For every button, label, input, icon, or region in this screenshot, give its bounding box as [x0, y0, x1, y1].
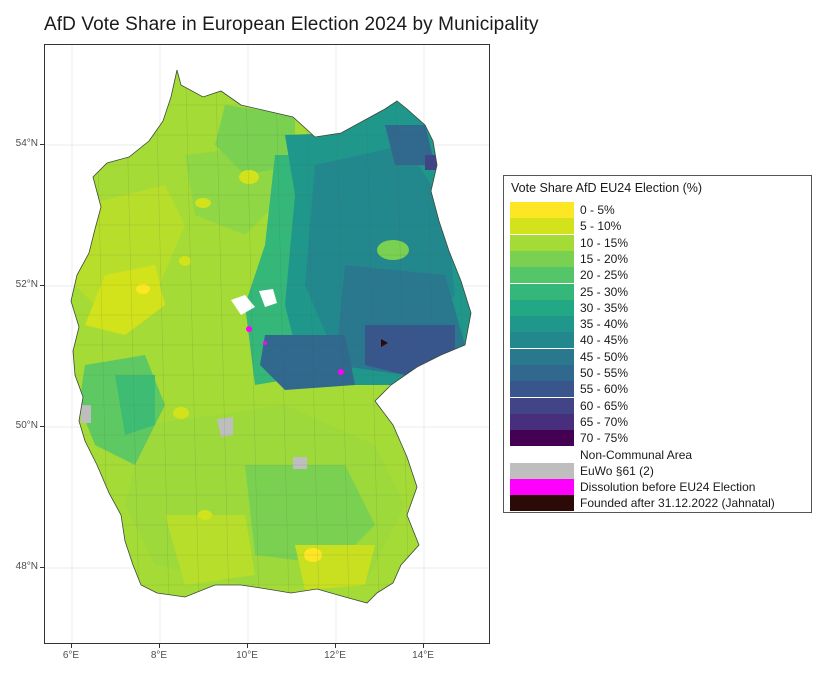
x-tick [335, 644, 336, 648]
legend-swatch [510, 202, 574, 218]
map-panel [44, 44, 490, 644]
legend-swatch [510, 413, 574, 430]
legend-label: Non-Communal Area [580, 447, 693, 462]
legend-label: 20 - 25% [580, 268, 629, 283]
germany-outline [70, 69, 472, 604]
legend-swatch [510, 479, 574, 496]
y-tick [40, 567, 44, 568]
legend-swatch [510, 316, 574, 333]
legend-swatch [510, 299, 574, 316]
legend-label: 70 - 75% [580, 431, 629, 446]
legend-swatch [510, 218, 574, 235]
legend-label: 10 - 15% [580, 235, 629, 250]
legend-label: 65 - 70% [580, 414, 629, 429]
x-tick [247, 644, 248, 648]
x-tick [423, 644, 424, 648]
legend-label: 40 - 45% [580, 333, 629, 348]
legend-swatch [510, 348, 574, 365]
legend-swatch [510, 267, 574, 284]
legend-label: 15 - 20% [580, 251, 629, 266]
legend-swatch [510, 283, 574, 300]
legend-label: 45 - 50% [580, 349, 629, 364]
y-label-54: 54°N [15, 138, 38, 149]
legend-swatch [510, 365, 574, 381]
legend-label: 60 - 65% [580, 398, 629, 413]
legend-label: 0 - 5% [580, 203, 615, 217]
x-label-12: 12°E [324, 650, 346, 661]
map-title: AfD Vote Share in European Election 2024… [44, 14, 539, 35]
legend-label: Founded after 31.12.2022 (Jahnatal) [580, 496, 775, 511]
legend-label: 55 - 60% [580, 382, 629, 397]
legend-swatch [510, 462, 574, 479]
municipality-fill [71, 70, 471, 603]
legend-swatch [510, 332, 574, 349]
y-label-50: 50°N [15, 420, 38, 431]
germany-map [45, 45, 489, 643]
legend-label: 35 - 40% [580, 317, 629, 332]
x-label-14: 14°E [412, 650, 434, 661]
legend-swatch [510, 250, 574, 267]
legend-swatch [510, 495, 574, 512]
x-tick [71, 644, 72, 648]
legend-label: 30 - 35% [580, 300, 629, 315]
legend-label: 25 - 30% [580, 284, 629, 299]
y-tick [40, 144, 44, 145]
y-tick [40, 285, 44, 286]
legend-swatch [510, 430, 574, 447]
legend-label: 5 - 10% [580, 219, 622, 234]
legend-label: Dissolution before EU24 Election [580, 480, 756, 495]
legend-swatch [510, 446, 574, 463]
legend-swatch [510, 234, 574, 251]
y-tick [40, 426, 44, 427]
x-label-8: 8°E [150, 650, 168, 661]
x-label-10: 10°E [236, 650, 258, 661]
legend-label: EuWo §61 (2) [580, 463, 654, 478]
legend-swatch [510, 381, 574, 398]
legend: Vote Share AfD EU24 Election (%) 0 - 5% 5… [503, 175, 812, 513]
legend-title: Vote Share AfD EU24 Election (%) [511, 181, 703, 195]
legend-swatch [510, 397, 574, 414]
y-label-52: 52°N [15, 279, 38, 290]
y-label-48: 48°N [15, 561, 38, 572]
x-tick [159, 644, 160, 648]
x-label-6: 6°E [62, 650, 80, 661]
legend-label: 50 - 55% [580, 366, 629, 380]
